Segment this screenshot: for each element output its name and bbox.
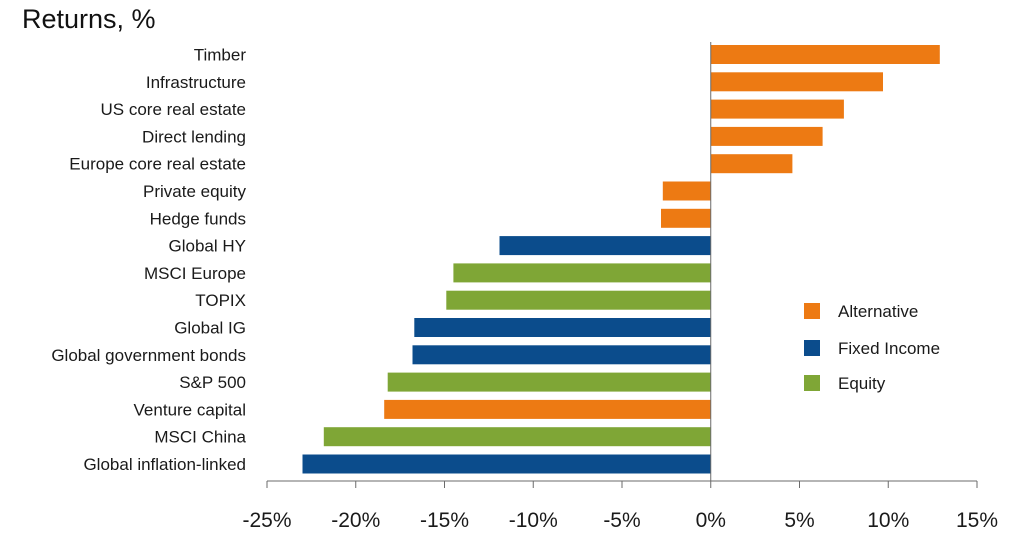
category-labels: Timber Infrastructure US core real estate D… [51,46,246,475]
x-axis: -25% -20% -15% -10% -5% 0% 5% 10% 15% [242,42,998,532]
category-label-global-hy: Global HY [169,237,246,256]
legend-label-equity: Equity [838,374,886,393]
bar-msci-europe [453,263,711,283]
x-tick-label: 15% [956,509,998,532]
bar-venture-capital [384,399,711,419]
x-tick-label: 10% [867,509,909,532]
chart-title: Returns, % [22,4,156,34]
bar-hedge-funds [661,208,711,228]
bar-us-core-real-estate [710,99,844,119]
category-label-global-inflation-linked: Global inflation-linked [83,455,246,474]
bar-europe-core-real-estate [710,154,793,174]
x-tick-label: -10% [509,509,558,532]
category-label-topix: TOPIX [195,291,246,310]
legend-swatch-fixed-income [804,340,820,356]
category-label-infrastructure: Infrastructure [146,73,246,92]
category-label-sandp-500: S&P 500 [179,373,246,392]
x-tick-label: -15% [420,509,469,532]
x-tick-label: -25% [242,509,291,532]
category-label-us-core-real-estate: US core real estate [100,100,246,119]
category-label-europe-core-real-estate: Europe core real estate [69,155,246,174]
bar-topix [446,290,711,310]
legend-label-fixed-income: Fixed Income [838,339,940,358]
category-label-private-equity: Private equity [143,182,246,201]
category-label-hedge-funds: Hedge funds [150,209,246,228]
category-label-msci-china: MSCI China [154,428,246,447]
bar-direct-lending [710,126,823,146]
bar-private-equity [662,181,711,201]
category-label-timber: Timber [194,46,247,65]
bar-global-government-bonds [412,345,711,365]
bar-infrastructure [710,72,883,92]
bar-msci-china [323,427,711,447]
category-label-msci-europe: MSCI Europe [144,264,246,283]
category-label-venture-capital: Venture capital [134,400,246,419]
category-label-global-ig: Global IG [174,319,246,338]
bar-global-hy [499,236,711,256]
bar-global-ig [414,318,711,337]
category-label-global-government-bonds: Global government bonds [51,346,246,365]
bar-global-inflation-linked [302,454,711,474]
legend: Alternative Fixed Income Equity [804,302,940,393]
x-tick-label: 5% [784,509,814,532]
x-tick-label: -5% [603,509,640,532]
category-label-direct-lending: Direct lending [142,127,246,146]
bar-sandp-500 [387,372,711,392]
bars-layer [302,45,940,474]
x-tick-label: -20% [331,509,380,532]
bar-timber [710,45,940,64]
legend-swatch-alternative [804,303,820,319]
x-tick-label: 0% [696,509,726,532]
legend-label-alternative: Alternative [838,302,918,321]
legend-swatch-equity [804,375,820,391]
